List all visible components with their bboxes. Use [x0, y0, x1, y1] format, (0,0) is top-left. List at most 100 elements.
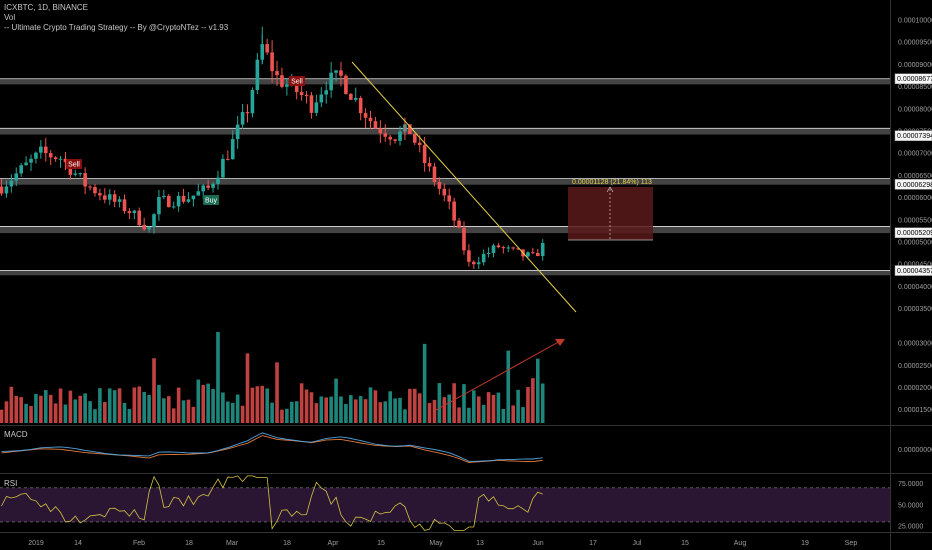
- candle-body: [58, 158, 63, 160]
- time-tick-label: 13: [476, 540, 484, 547]
- candle-body: [186, 199, 191, 202]
- volume-layer: [0, 331, 545, 423]
- volume-bar: [309, 392, 314, 423]
- candle-body: [4, 186, 9, 194]
- candle-body: [349, 93, 353, 100]
- volume-bar: [83, 393, 87, 423]
- price-tick-label: 0.00006500: [898, 173, 932, 180]
- volume-bar: [103, 402, 107, 423]
- volume-bar: [216, 331, 220, 423]
- volume-bar: [540, 383, 545, 423]
- candle-body: [162, 195, 166, 198]
- sr-zone: [0, 270, 890, 276]
- time-tick-label: 18: [283, 540, 291, 547]
- volume-bar: [526, 387, 530, 423]
- candle-body: [457, 220, 461, 228]
- volume-bar: [152, 358, 156, 423]
- rsi-tick-label: 75.0000: [898, 481, 923, 488]
- price-tick-label: 0.00003500: [898, 306, 932, 313]
- candle-body: [166, 195, 171, 208]
- candle-body: [476, 262, 481, 265]
- volume-bar: [132, 387, 137, 423]
- volume-bar: [34, 394, 38, 423]
- sell-signal-label: Sell: [68, 162, 80, 169]
- candle-body: [393, 139, 397, 141]
- candle-body: [0, 186, 4, 194]
- price-tick-label: 0.00008500: [898, 84, 932, 91]
- volume-bar: [73, 399, 78, 423]
- volume-bar: [472, 390, 476, 423]
- price-tag-box: [894, 227, 932, 238]
- volume-bar: [63, 404, 68, 423]
- candle-body: [29, 158, 33, 163]
- price-tick-label: 0.00009500: [898, 40, 932, 47]
- time-tick-label: Feb: [133, 540, 145, 547]
- volume-tick-label: 0.00001500: [898, 407, 932, 414]
- candle-body: [14, 173, 19, 181]
- volume-bar: [235, 394, 240, 423]
- volume-bar: [48, 394, 53, 423]
- candle-body: [48, 153, 53, 158]
- volume-bar: [388, 391, 392, 423]
- volume-bar: [289, 401, 294, 423]
- candle-body: [157, 197, 161, 215]
- price-tick-label: 0.00005000: [898, 240, 932, 247]
- volume-bar: [457, 407, 461, 423]
- volume-bar: [78, 395, 83, 423]
- candle-body: [152, 214, 156, 228]
- volume-bar: [491, 394, 496, 423]
- volume-bar: [147, 395, 151, 423]
- volume-bar: [486, 392, 491, 423]
- volume-bar: [211, 389, 215, 423]
- time-tick-label: 19: [801, 540, 809, 547]
- volume-bar: [265, 388, 269, 423]
- volume-bar: [398, 397, 402, 423]
- volume-bar: [353, 399, 358, 423]
- candle-body: [176, 195, 181, 207]
- volume-bar: [117, 388, 122, 423]
- candle-body: [78, 173, 83, 175]
- volume-bar: [68, 390, 73, 423]
- volume-legend: Vol: [4, 13, 16, 22]
- candle-body: [437, 181, 442, 189]
- volume-bar: [98, 388, 102, 423]
- candle-body: [230, 139, 235, 160]
- volume-bar: [334, 378, 338, 423]
- candle-body: [447, 195, 452, 202]
- volume-bar: [476, 396, 481, 423]
- candle-body: [24, 162, 28, 166]
- candle-body: [34, 152, 38, 159]
- volume-bar: [344, 403, 348, 423]
- candle-body: [531, 252, 535, 254]
- price-tag-label: 0.00007394: [897, 133, 932, 140]
- candle-body: [309, 95, 314, 113]
- volume-trend-arrow: [435, 339, 563, 411]
- time-tick-label: Mar: [226, 540, 239, 547]
- candle-body: [270, 52, 274, 72]
- candle-body: [358, 98, 363, 114]
- rsi-label: RSI: [4, 479, 17, 488]
- volume-bar: [422, 343, 427, 423]
- sell-signal-box: [289, 76, 305, 86]
- volume-bar: [339, 396, 343, 423]
- candle-body: [132, 210, 137, 214]
- volume-bar: [58, 388, 63, 423]
- volume-bar: [255, 386, 260, 423]
- time-tick-label: Jul: [633, 540, 642, 547]
- volume-bar: [437, 383, 442, 423]
- time-tick-label: Aug: [734, 540, 747, 547]
- volume-bar: [93, 409, 97, 423]
- volume-bar: [275, 362, 279, 423]
- volume-bar: [171, 408, 176, 423]
- volume-bar: [162, 398, 166, 423]
- volume-bar: [9, 386, 14, 423]
- measure-box: [568, 187, 653, 240]
- volume-bar: [43, 390, 48, 423]
- time-tick-label: 2019: [28, 540, 44, 547]
- volume-bar: [447, 394, 452, 423]
- candle-body: [250, 89, 255, 114]
- candle-body: [501, 247, 506, 249]
- volume-bar: [191, 406, 196, 423]
- volume-bar: [403, 409, 407, 423]
